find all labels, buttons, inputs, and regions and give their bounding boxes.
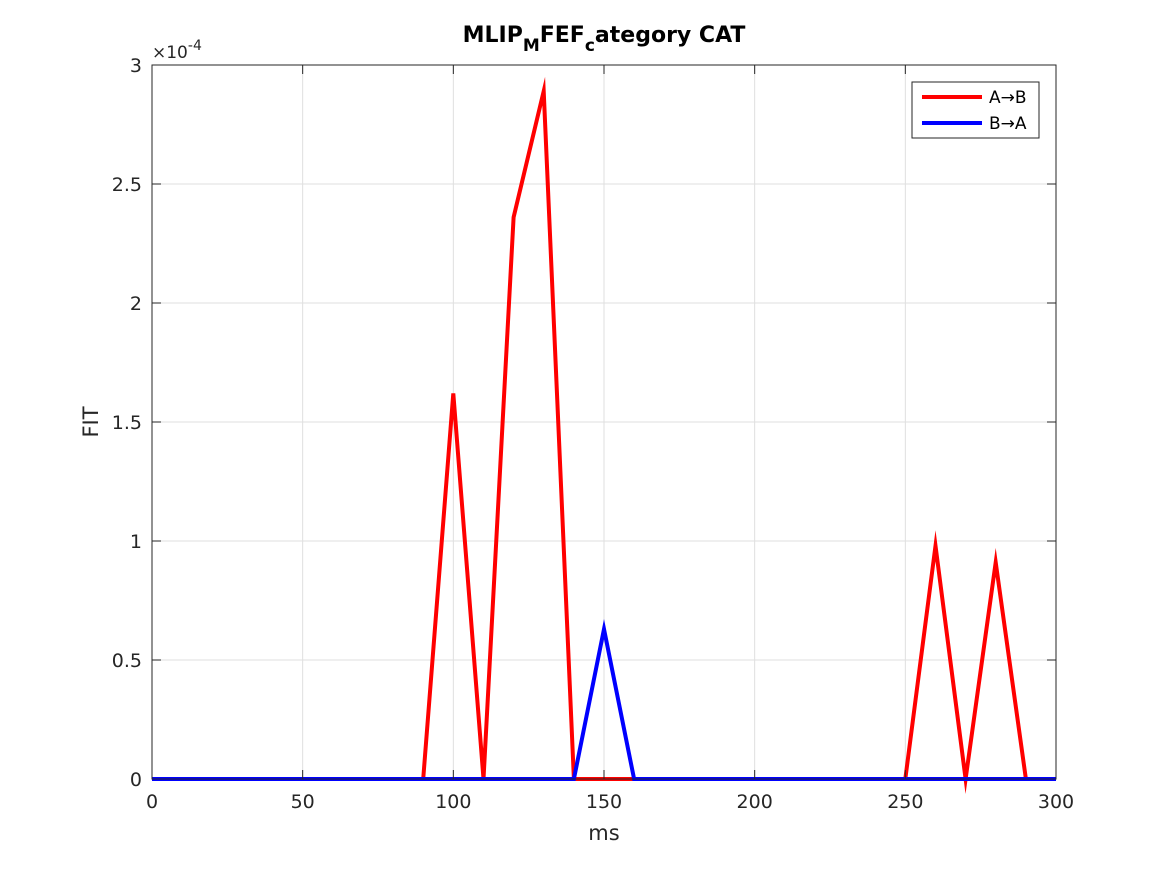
x-tick-label: 250: [887, 791, 923, 813]
y-tick-label: 1: [130, 531, 142, 553]
title-part: M: [523, 36, 540, 56]
x-tick-label: 0: [146, 791, 158, 813]
legend: A→B B→A: [911, 81, 1040, 139]
title-part: c: [585, 36, 595, 56]
x-axis-label: ms: [588, 821, 619, 845]
y-axis-exponent-power: -4: [188, 38, 202, 54]
title-part: MLIP: [463, 23, 523, 48]
legend-label: B→A: [989, 114, 1027, 134]
title-part: ategory CAT: [595, 23, 745, 48]
title-part: FEF: [540, 23, 585, 48]
x-tick-label: 200: [737, 791, 773, 813]
x-tick-label: 50: [291, 791, 315, 813]
legend-label: A→B: [989, 88, 1027, 108]
y-tick-label: 2: [130, 293, 142, 315]
y-tick-label: 1.5: [112, 412, 142, 434]
ticks: 0 50 100 150 200 250 300 0 0.5 1 1.5 2 2.5 3: [112, 55, 1074, 813]
x-tick-label: 150: [586, 791, 622, 813]
y-axis-label: FIT: [79, 406, 103, 437]
grid: [152, 65, 1056, 779]
y-axis-exponent-base: ×10: [152, 43, 188, 63]
y-tick-label: 0.5: [112, 650, 142, 672]
y-tick-label: 0: [130, 769, 142, 791]
legend-box: [911, 81, 1040, 139]
y-tick-label: 2.5: [112, 174, 142, 196]
x-tick-label: 100: [435, 791, 471, 813]
x-tick-label: 300: [1038, 791, 1074, 813]
y-tick-label: 3: [130, 55, 142, 77]
y-axis-exponent: ×10-4: [152, 38, 202, 63]
chart-title: MLIPMFEFcategory CAT: [463, 23, 746, 56]
